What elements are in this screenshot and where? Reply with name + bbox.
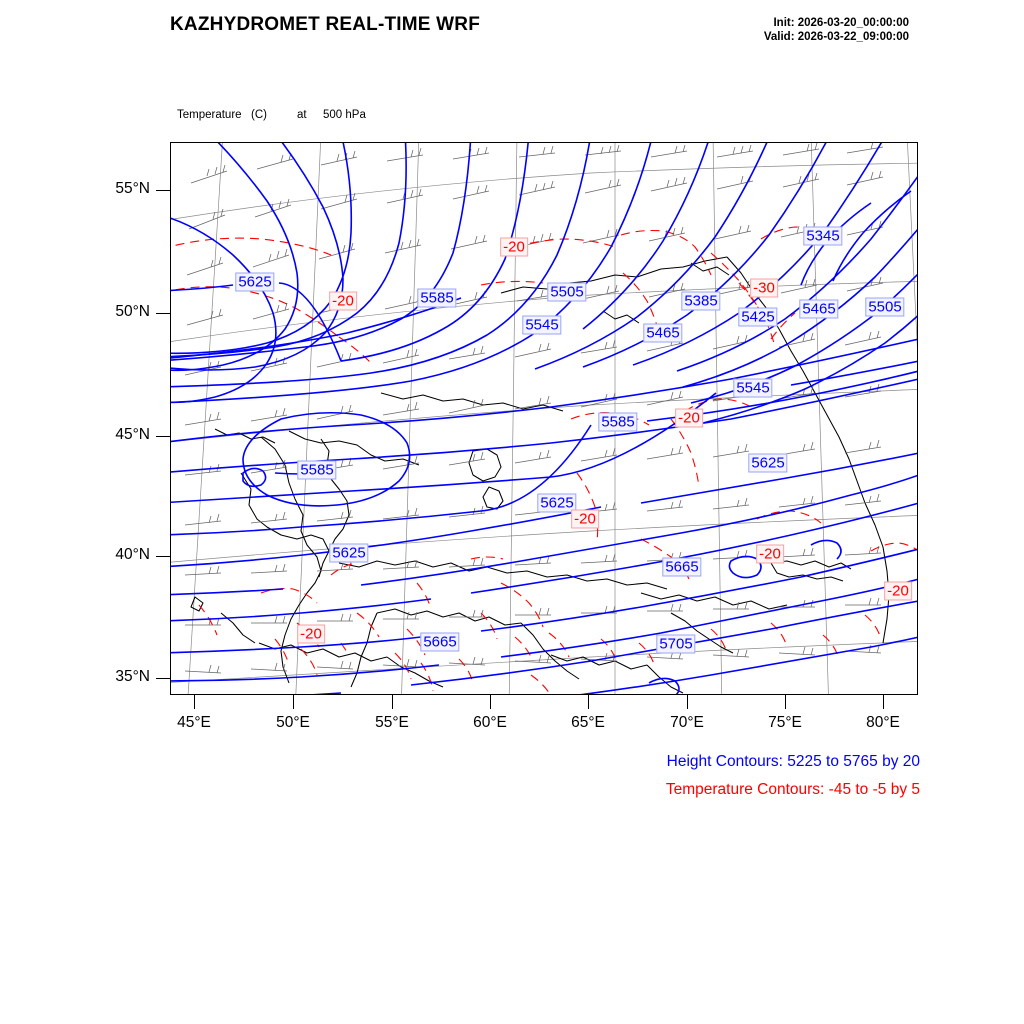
height-contour-label: 5465 (799, 299, 839, 319)
temperature-contour-label: -30 (750, 278, 778, 298)
height-contour-label: 5425 (738, 307, 778, 327)
longitude-tick (687, 695, 689, 709)
map-svg (171, 143, 917, 694)
longitude-label: 50°E (276, 714, 310, 731)
height-contour-label: 5545 (733, 378, 773, 398)
height-contour-label: 5505 (547, 282, 587, 302)
longitude-tick (194, 695, 196, 709)
init-time: Init: 2026-03-20_00:00:00 (773, 17, 909, 29)
latitude-label: 40°N (115, 546, 150, 563)
longitude-label: 80°E (866, 714, 900, 731)
latitude-tick (156, 190, 170, 192)
variable-unit: (C) (251, 109, 267, 121)
height-contour-label: 5625 (537, 493, 577, 513)
longitude-tick (490, 695, 492, 709)
height-contour-label: 5505 (865, 297, 905, 317)
longitude-label: 55°E (375, 714, 409, 731)
longitude-label: 70°E (670, 714, 704, 731)
temperature-contour-label: -20 (500, 237, 528, 257)
height-contour-label: 5665 (662, 557, 702, 577)
height-contours (171, 143, 917, 694)
height-contour-label: 5545 (522, 315, 562, 335)
height-contour-label: 5625 (329, 543, 369, 563)
map-plot-area: 5625 -20 5585 -20 5505 5545 5345 -30 5385 5425 546… (170, 142, 918, 695)
height-contour-label: 5585 (297, 460, 337, 480)
wind-barbs (184, 143, 884, 674)
temperature-contour-label: -20 (297, 624, 325, 644)
longitude-tick (293, 695, 295, 709)
temperature-contour-label: -20 (571, 509, 599, 529)
longitude-tick (883, 695, 885, 709)
temperature-contour-label: -20 (884, 581, 912, 601)
height-contour-label: 5585 (598, 412, 638, 432)
height-contour-label: 5385 (681, 291, 721, 311)
latitude-label: 45°N (115, 426, 150, 443)
longitude-label: 60°E (473, 714, 507, 731)
height-contour-label: 5665 (420, 632, 460, 652)
height-contour-label: 5465 (643, 323, 683, 343)
temperature-contour-legend: Temperature Contours: -45 to -5 by 5 (665, 781, 920, 798)
latitude-tick (156, 436, 170, 438)
coastlines-borders (190, 256, 890, 694)
temperature-contour-label: -20 (329, 291, 357, 311)
latitude-label: 50°N (115, 303, 150, 320)
latitude-tick (156, 556, 170, 558)
page-title: KAZHYDROMET REAL-TIME WRF (170, 14, 481, 35)
longitude-tick (588, 695, 590, 709)
longitude-label: 65°E (571, 714, 605, 731)
temperature-contour-label: -20 (756, 544, 784, 564)
height-contour-label: 5705 (656, 634, 696, 654)
latitude-label: 55°N (115, 180, 150, 197)
height-contour-legend: Height Contours: 5225 to 5765 by 20 (666, 753, 920, 770)
variable-at: at (297, 109, 307, 121)
longitude-label: 45°E (177, 714, 211, 731)
longitude-tick (392, 695, 394, 709)
model-run-stamp: Init: 2026-03-20_00:00:00 Valid: 2026-03… (764, 16, 909, 44)
latitude-tick (156, 678, 170, 680)
variable-name: Temperature (177, 109, 242, 121)
height-contour-label: 5585 (417, 288, 457, 308)
height-contour-label: 5345 (803, 226, 843, 246)
variable-level: 500 hPa (323, 109, 366, 121)
temperature-contour-label: -20 (675, 408, 703, 428)
valid-time: Valid: 2026-03-22_09:00:00 (763, 31, 909, 43)
longitude-tick (785, 695, 787, 709)
longitude-label: 75°E (768, 714, 802, 731)
height-contour-label: 5625 (235, 272, 275, 292)
height-contour-label: 5625 (748, 453, 788, 473)
variable-line-temperature: Temperature (C) at 500 hPa (177, 109, 366, 123)
latitude-label: 35°N (115, 668, 150, 685)
latitude-tick (156, 313, 170, 315)
